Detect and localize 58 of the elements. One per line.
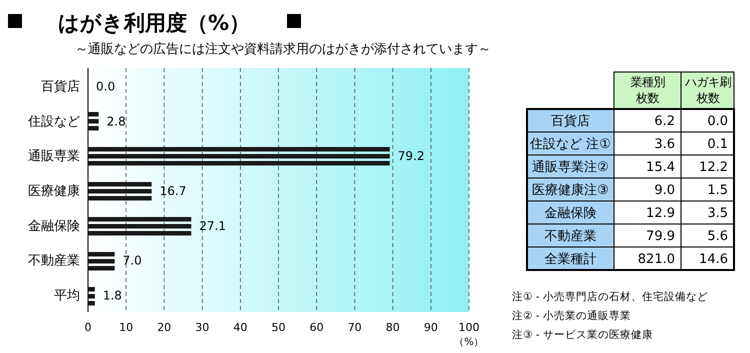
- y-tick-label: 平均: [54, 288, 80, 304]
- text: 注② - 小売業の通販専業: [512, 309, 631, 322]
- text: 注③ - サービス業の医療健康: [512, 328, 653, 341]
- x-tick-label: ハガキ刷枚数: [684, 74, 732, 106]
- bar: [88, 180, 152, 202]
- data-label: 15.4: [646, 160, 675, 175]
- y-tick-label: 住設など 注①: [529, 137, 611, 152]
- x-tick-label: 60: [310, 321, 324, 334]
- bar: [88, 215, 192, 237]
- data-label: 3.5: [707, 206, 728, 221]
- text: 注① - 小売専門店の石材、住宅設備など: [512, 290, 708, 303]
- x-tick-label: 50: [272, 321, 286, 334]
- x-tick-label: 100: [458, 321, 480, 334]
- data-label: 3.6: [654, 137, 675, 152]
- data-label: 1.5: [707, 183, 728, 198]
- data-label: 1.8: [102, 288, 122, 303]
- y-tick-label: 金融保険: [28, 218, 80, 234]
- y-tick-label: 百貨店: [551, 113, 590, 129]
- x-tick-label: 30: [195, 321, 210, 334]
- data-label: 2.8: [106, 114, 126, 128]
- data-label: 79.9: [646, 229, 675, 244]
- data-label: 821.0: [638, 252, 675, 267]
- bar: [88, 110, 99, 132]
- x-tick-label: 20: [157, 321, 172, 334]
- chart-title: はがき利用度（%）: [58, 11, 250, 35]
- data-label: 14.6: [699, 252, 728, 267]
- y-tick-label: 全業種計: [544, 252, 596, 267]
- data-label: 9.0: [654, 183, 675, 198]
- x-tick-label: 70: [348, 321, 362, 334]
- data-label: 0.0: [96, 79, 116, 94]
- y-tick-label: 医療健康注③: [532, 183, 609, 198]
- y-tick-label: 通販専業: [28, 149, 80, 164]
- chart-subtitle: ～通販などの広告には注文や資料請求用のはがきが添付されています～: [75, 41, 491, 57]
- data-label: 12.9: [646, 206, 675, 221]
- x-tick-label: 0: [84, 321, 92, 334]
- y-tick-label: 不動産業: [544, 228, 596, 244]
- x-axis-title: （%）: [454, 337, 484, 348]
- x-tick-label: 80: [386, 321, 400, 334]
- y-tick-label: 百貨店: [41, 78, 80, 94]
- data-label: 12.2: [699, 160, 728, 175]
- data-label: 79.2: [398, 149, 424, 164]
- y-tick-label: 住設など: [27, 114, 80, 130]
- x-tick-label: 10: [119, 321, 134, 334]
- x-tick-label: 90: [424, 321, 438, 334]
- y-tick-label: 通販専業注②: [532, 160, 609, 175]
- data-label: 27.1: [199, 218, 226, 233]
- data-label: 0.0: [707, 114, 728, 129]
- y-tick-label: 不動産業: [28, 252, 80, 269]
- y-tick-label: 金融保険: [544, 206, 596, 221]
- y-tick-label: 医療健康: [28, 184, 80, 199]
- x-tick-label: 40: [233, 321, 248, 334]
- data-label: 0.1: [707, 137, 728, 152]
- data-label: 16.7: [160, 184, 186, 198]
- bar: [88, 145, 390, 167]
- data-label: 5.6: [707, 229, 728, 244]
- data-label: 7.0: [122, 254, 142, 268]
- data-label: 6.2: [654, 114, 675, 129]
- x-tick-label: 業種別枚数: [629, 74, 666, 106]
